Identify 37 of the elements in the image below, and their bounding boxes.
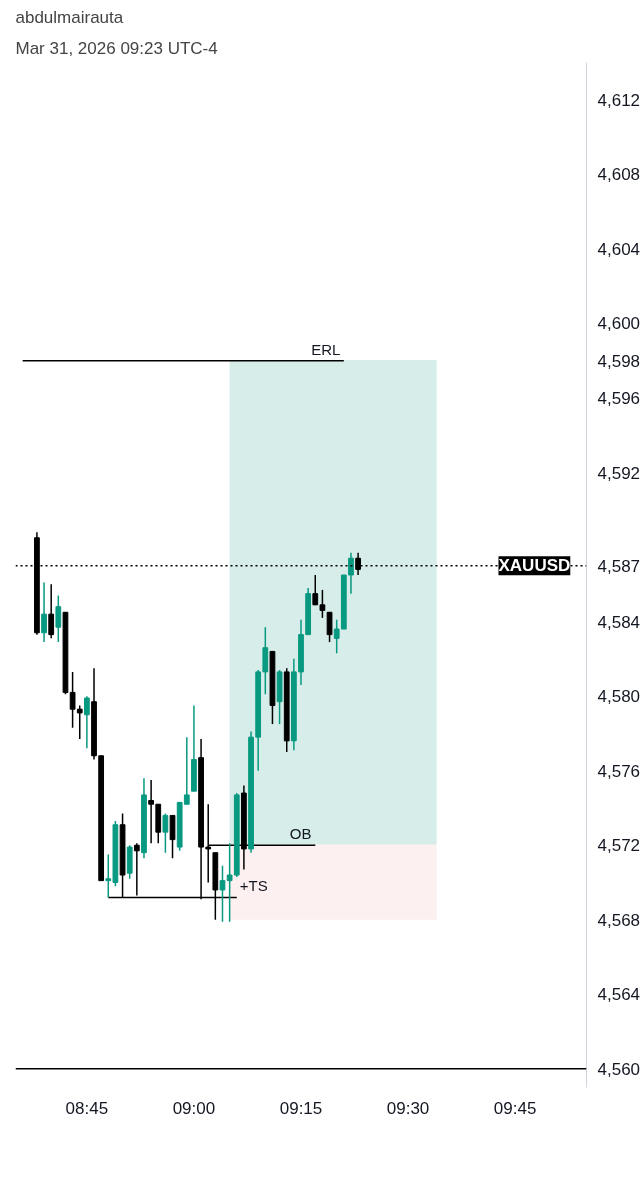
annotation: OB [289, 825, 312, 843]
candlestick [312, 574, 319, 606]
y-tick-label: 4,596 [597, 388, 641, 408]
y-tick-label: 4,576 [597, 761, 641, 781]
candlestick [69, 671, 76, 729]
candlestick [162, 812, 169, 854]
annotation: ERL [311, 340, 341, 358]
y-tick-label: 4,604 [597, 239, 641, 259]
candlestick [326, 611, 333, 643]
y-tick-label: 4,568 [597, 910, 641, 930]
chart-subtitle: Mar 31, 2026 09:23 UTC-4 [15, 38, 218, 58]
annotation: +TS [239, 877, 268, 895]
candlestick [55, 594, 62, 643]
y-tick-label: 4,572 [597, 836, 641, 856]
y-tick-label: 4,560 [597, 1059, 641, 1079]
x-tick-label: 09:15 [279, 1098, 323, 1118]
y-tick-label: 4,612 [597, 90, 641, 110]
y-tick-label: 4,608 [597, 165, 641, 185]
y-tick-label: 4,587 [597, 556, 641, 576]
y-tick-label: 4,564 [597, 985, 641, 1005]
candlestick [319, 589, 326, 619]
candlestick [76, 704, 83, 740]
candlestick [41, 581, 47, 643]
candlestick [84, 695, 90, 750]
x-tick-label: 08:45 [65, 1098, 109, 1118]
y-tick-label: 4,600 [597, 314, 641, 334]
x-tick-label: 09:30 [386, 1098, 430, 1118]
y-tick-label: 4,580 [597, 687, 641, 707]
candlestick [48, 583, 55, 640]
x-tick-label: 09:45 [493, 1098, 537, 1118]
y-tick-label: 4,584 [597, 612, 641, 632]
candlestick [219, 864, 226, 923]
y-tick-label: 4,598 [597, 351, 641, 371]
x-tick-label: 09:00 [172, 1098, 216, 1118]
ref-line-label: XAUUSD [498, 556, 571, 576]
y-tick-label: 4,592 [597, 463, 641, 483]
chart-title: abdulmairauta [15, 7, 124, 27]
